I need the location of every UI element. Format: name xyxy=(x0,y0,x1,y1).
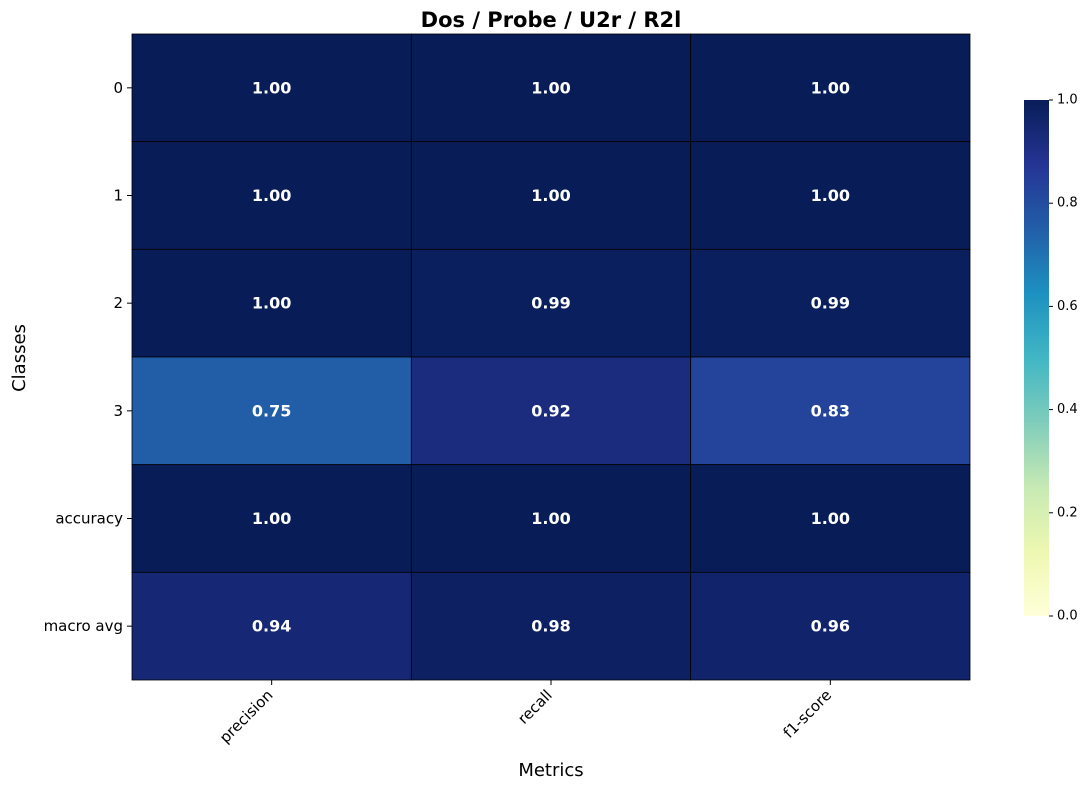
heatmap-cell xyxy=(690,141,971,250)
heatmap-cell xyxy=(690,356,971,466)
colorbar: 0.0 0.2 0.4 0.6 0.8 1.0 xyxy=(1024,93,1078,624)
cell-value-label: 0.98 xyxy=(531,617,570,636)
y-tick-label: 1 xyxy=(113,187,123,205)
cell-value-label: 1.00 xyxy=(252,78,291,97)
cell-value-label: 1.00 xyxy=(811,509,850,528)
cell-value-label: 1.00 xyxy=(531,509,570,528)
colorbar-tick-label: 1.0 xyxy=(1057,93,1078,108)
cell-value-label: 1.00 xyxy=(252,294,291,313)
heatmap-cell xyxy=(131,356,412,466)
y-tick-label: 3 xyxy=(113,402,123,420)
y-tick-label: 2 xyxy=(113,294,123,312)
heatmap-cell xyxy=(690,571,971,681)
y-axis-label: Classes xyxy=(9,324,30,392)
y-tick-label: accuracy xyxy=(55,510,123,528)
heatmap-cell xyxy=(410,141,692,250)
x-axis-label: Metrics xyxy=(518,760,583,781)
heatmap-cell xyxy=(410,33,692,143)
heatmap-cell xyxy=(131,33,412,143)
heatmap-cell xyxy=(131,464,412,573)
chart-title: Dos / Probe / U2r / R2l xyxy=(421,8,682,32)
cell-value-label: 1.00 xyxy=(531,78,570,97)
x-tick-label: recall xyxy=(514,686,556,728)
heatmap-cells: 1.00 1.00 1.00 1.00 1.00 1.00 1.00 0.99 0.99 0.75… xyxy=(131,33,971,681)
cell-value-label: 1.00 xyxy=(811,78,850,97)
cell-value-label: 0.99 xyxy=(531,294,570,313)
x-tick-label: f1-score xyxy=(780,686,836,742)
cell-value-label: 0.75 xyxy=(252,401,291,420)
x-tick-label: precision xyxy=(216,686,277,747)
heatmap-cell xyxy=(410,464,692,573)
cell-value-label: 1.00 xyxy=(252,509,291,528)
cell-value-label: 1.00 xyxy=(811,186,850,205)
x-axis-ticks: precision recall f1-score xyxy=(216,680,835,747)
cell-value-label: 1.00 xyxy=(531,186,570,205)
colorbar-tick-label: 0.2 xyxy=(1057,505,1078,520)
colorbar-ticks: 0.0 0.2 0.4 0.6 0.8 1.0 xyxy=(1049,93,1078,624)
cell-value-label: 0.92 xyxy=(531,401,570,420)
cell-value-label: 0.99 xyxy=(811,294,850,313)
colorbar-tick-label: 0.0 xyxy=(1057,609,1078,624)
colorbar-gradient xyxy=(1024,100,1049,616)
cell-value-label: 1.00 xyxy=(252,186,291,205)
colorbar-tick-label: 0.8 xyxy=(1057,196,1078,211)
colorbar-tick-label: 0.4 xyxy=(1057,402,1078,417)
heatmap-cell xyxy=(690,33,971,143)
y-axis-ticks: 0 1 2 3 accuracy macro avg xyxy=(44,79,132,635)
colorbar-tick-label: 0.6 xyxy=(1057,299,1078,314)
cell-value-label: 0.83 xyxy=(811,401,850,420)
heatmap-cell xyxy=(410,571,692,681)
y-tick-label: 0 xyxy=(113,79,123,97)
y-tick-label: macro avg xyxy=(44,617,123,635)
heatmap-cell xyxy=(410,248,692,358)
heatmap-cell xyxy=(131,248,412,358)
cell-value-label: 0.96 xyxy=(811,617,850,636)
cell-value-label: 0.94 xyxy=(252,617,291,636)
heatmap-cell xyxy=(690,464,971,573)
heatmap-cell xyxy=(131,141,412,250)
